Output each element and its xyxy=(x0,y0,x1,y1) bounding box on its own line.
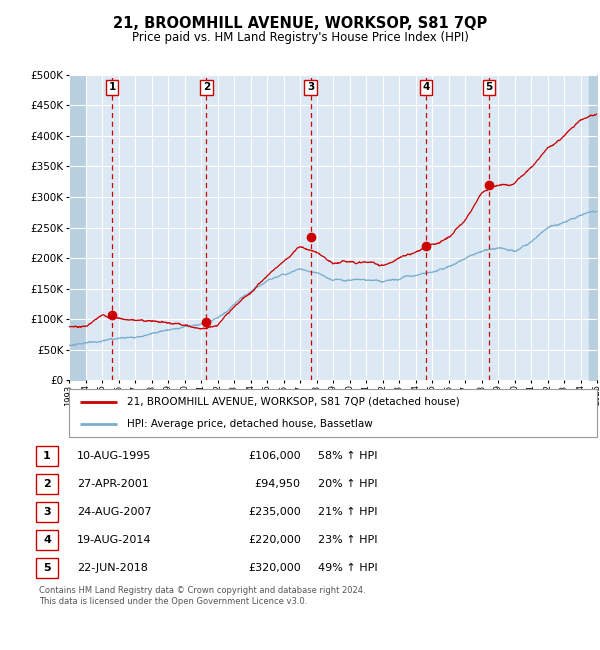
Text: 49% ↑ HPI: 49% ↑ HPI xyxy=(318,563,378,573)
Text: 2: 2 xyxy=(203,83,210,92)
Text: £106,000: £106,000 xyxy=(248,451,301,461)
Text: 23% ↑ HPI: 23% ↑ HPI xyxy=(318,535,377,545)
FancyBboxPatch shape xyxy=(36,530,58,550)
Text: Contains HM Land Registry data © Crown copyright and database right 2024.
This d: Contains HM Land Registry data © Crown c… xyxy=(39,586,365,606)
FancyBboxPatch shape xyxy=(36,502,58,522)
Text: £94,950: £94,950 xyxy=(255,479,301,489)
Text: 4: 4 xyxy=(43,535,51,545)
Text: 3: 3 xyxy=(43,507,51,517)
FancyBboxPatch shape xyxy=(69,389,597,437)
Text: 5: 5 xyxy=(43,563,51,573)
Text: £220,000: £220,000 xyxy=(248,535,301,545)
Text: 22-JUN-2018: 22-JUN-2018 xyxy=(77,563,148,573)
Text: £235,000: £235,000 xyxy=(248,507,301,517)
FancyBboxPatch shape xyxy=(36,474,58,494)
Text: 21% ↑ HPI: 21% ↑ HPI xyxy=(318,507,377,517)
Text: 1: 1 xyxy=(43,451,51,461)
Text: 1: 1 xyxy=(109,83,116,92)
FancyBboxPatch shape xyxy=(36,558,58,578)
Text: 2: 2 xyxy=(43,479,51,489)
FancyBboxPatch shape xyxy=(36,446,58,466)
Text: 5: 5 xyxy=(485,83,493,92)
Text: 24-AUG-2007: 24-AUG-2007 xyxy=(77,507,151,517)
Text: 20% ↑ HPI: 20% ↑ HPI xyxy=(318,479,377,489)
Text: 3: 3 xyxy=(307,83,314,92)
Text: 10-AUG-1995: 10-AUG-1995 xyxy=(77,451,151,461)
Text: 21, BROOMHILL AVENUE, WORKSOP, S81 7QP (detached house): 21, BROOMHILL AVENUE, WORKSOP, S81 7QP (… xyxy=(127,397,460,407)
Text: HPI: Average price, detached house, Bassetlaw: HPI: Average price, detached house, Bass… xyxy=(127,419,373,429)
Text: 58% ↑ HPI: 58% ↑ HPI xyxy=(318,451,377,461)
Text: 4: 4 xyxy=(422,83,430,92)
Text: 21, BROOMHILL AVENUE, WORKSOP, S81 7QP: 21, BROOMHILL AVENUE, WORKSOP, S81 7QP xyxy=(113,16,487,31)
Text: £320,000: £320,000 xyxy=(248,563,301,573)
Text: Price paid vs. HM Land Registry's House Price Index (HPI): Price paid vs. HM Land Registry's House … xyxy=(131,31,469,44)
Text: 27-APR-2001: 27-APR-2001 xyxy=(77,479,148,489)
Text: 19-AUG-2014: 19-AUG-2014 xyxy=(77,535,151,545)
